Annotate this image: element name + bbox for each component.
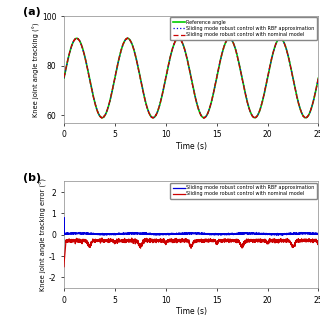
Sliding mode robust control with nominal model [289, 241, 293, 244]
Reference angle [269, 58, 273, 62]
Line: Sliding mode robust control with nominal model: Sliding mode robust control with nominal… [64, 38, 318, 118]
Sliding mode robust control with RBF approximation [161, 232, 165, 236]
Sliding mode robust control with nominal model [280, 239, 284, 243]
Legend: Sliding mode robust control with RBF approximation, Sliding mode robust control : Sliding mode robust control with RBF app… [170, 183, 317, 199]
Sliding mode robust control with nominal model [316, 241, 320, 244]
Sliding mode robust control with nominal model [67, 52, 71, 56]
Sliding mode robust control with RBF approximation [280, 37, 284, 41]
Line: Sliding mode robust control with RBF approximation: Sliding mode robust control with RBF app… [64, 218, 318, 235]
Sliding mode robust control with RBF approximation [62, 216, 66, 220]
Sliding mode robust control with nominal model [316, 76, 320, 80]
Line: Sliding mode robust control with nominal model: Sliding mode robust control with nominal… [64, 238, 318, 267]
Sliding mode robust control with RBF approximation [269, 233, 273, 236]
Sliding mode robust control with nominal model [280, 37, 284, 41]
Sliding mode robust control with nominal model [161, 91, 164, 94]
Reference angle [62, 76, 66, 80]
Sliding mode robust control with nominal model [62, 265, 66, 268]
Sliding mode robust control with nominal model [67, 237, 71, 241]
Sliding mode robust control with RBF approximation [269, 58, 273, 62]
Sliding mode robust control with nominal model [130, 236, 134, 240]
Sliding mode robust control with nominal model [204, 114, 208, 118]
Text: (a): (a) [23, 7, 41, 18]
Sliding mode robust control with nominal model [269, 239, 273, 243]
Reference angle [67, 52, 71, 56]
Line: Sliding mode robust control with RBF approximation: Sliding mode robust control with RBF app… [64, 38, 318, 118]
Reference angle [304, 116, 308, 120]
Reference angle [75, 36, 79, 40]
Reference angle [316, 76, 320, 80]
Sliding mode robust control with RBF approximation [68, 232, 71, 236]
Sliding mode robust control with RBF approximation [316, 76, 320, 80]
Reference angle [289, 68, 293, 71]
Sliding mode robust control with nominal model [269, 58, 273, 61]
Sliding mode robust control with RBF approximation [280, 233, 284, 237]
Line: Reference angle: Reference angle [64, 38, 318, 118]
Y-axis label: Knee joint angle tracking (°): Knee joint angle tracking (°) [33, 22, 40, 117]
Sliding mode robust control with RBF approximation [62, 233, 66, 236]
Sliding mode robust control with RBF approximation [204, 232, 208, 236]
X-axis label: Time (s): Time (s) [176, 308, 207, 316]
Sliding mode robust control with RBF approximation [67, 52, 71, 56]
Sliding mode robust control with nominal model [62, 76, 66, 79]
Sliding mode robust control with RBF approximation [289, 232, 293, 236]
Sliding mode robust control with RBF approximation [75, 36, 79, 40]
Sliding mode robust control with RBF approximation [202, 116, 206, 120]
Sliding mode robust control with RBF approximation [280, 232, 284, 236]
Sliding mode robust control with nominal model [204, 237, 208, 241]
Sliding mode robust control with nominal model [177, 36, 180, 40]
Reference angle [280, 37, 284, 41]
Sliding mode robust control with RBF approximation [316, 232, 320, 236]
Text: (b): (b) [23, 173, 41, 183]
Sliding mode robust control with nominal model [289, 68, 293, 72]
Sliding mode robust control with RBF approximation [161, 91, 165, 94]
Y-axis label: Knee joint angle tracking error (°): Knee joint angle tracking error (°) [40, 178, 47, 291]
X-axis label: Time (s): Time (s) [176, 142, 207, 151]
Sliding mode robust control with RBF approximation [204, 115, 208, 118]
Legend: Reference angle, Sliding mode robust control with RBF approximation, Sliding mod: Reference angle, Sliding mode robust con… [170, 18, 317, 40]
Reference angle [161, 91, 165, 94]
Sliding mode robust control with RBF approximation [289, 68, 293, 72]
Sliding mode robust control with nominal model [161, 239, 165, 243]
Sliding mode robust control with RBF approximation [62, 76, 66, 80]
Reference angle [204, 115, 208, 118]
Sliding mode robust control with nominal model [253, 116, 257, 120]
